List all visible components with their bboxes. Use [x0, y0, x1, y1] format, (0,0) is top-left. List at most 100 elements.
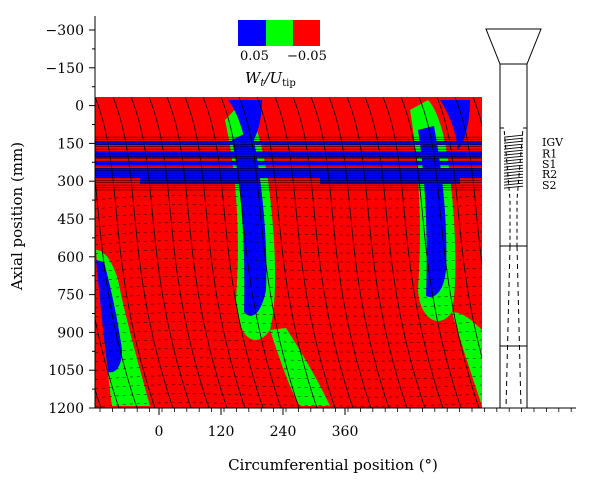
blade-hatch: [503, 161, 524, 165]
y-tick-label: 1200: [48, 401, 84, 417]
streamline: [95, 285, 482, 291]
divisor-subscript: tip: [282, 78, 296, 89]
streamline: [112, 97, 174, 408]
hub-outline-left: [500, 127, 511, 247]
streamline: [184, 97, 246, 408]
blade-hatch: [503, 164, 524, 168]
shaft-dash-left: [505, 245, 511, 409]
blade-hatch: [503, 185, 524, 189]
blade-hatch: [503, 155, 524, 159]
streamline: [95, 204, 482, 210]
y-tick-label: 1050: [48, 363, 84, 379]
streamline: [95, 384, 482, 390]
colorbar-band-red: [293, 20, 320, 46]
streamline: [95, 312, 482, 318]
streamline: [95, 402, 482, 408]
streamline: [95, 267, 482, 273]
blade-row-label: IGV: [542, 136, 564, 149]
streamline: [95, 294, 482, 300]
streamlines: [95, 97, 482, 408]
streamline: [95, 357, 482, 363]
streamline: [95, 316, 120, 408]
blade-row-lines: [95, 136, 482, 191]
y-tick-label: −300: [46, 23, 84, 39]
streamline: [95, 222, 482, 228]
streamline: [166, 97, 228, 408]
hub-outline-right: [516, 127, 527, 247]
streamline: [238, 97, 300, 408]
streamline: [95, 321, 482, 327]
streamline: [292, 97, 354, 408]
blade-band: [95, 141, 482, 145]
y-axis: −300 −150 0 150 300 450 600 750 900 1050 1200: [46, 23, 95, 417]
streamline: [328, 97, 390, 408]
streamline: [256, 97, 318, 408]
streamline: [95, 366, 482, 372]
y-tick-label: 750: [57, 288, 84, 304]
colorbar-band-blue: [238, 20, 266, 46]
shaft-dash-right: [516, 245, 522, 409]
colorbar-legend: 0.05 −0.05 Wt/Utip: [238, 20, 327, 89]
blade-row-label: R1: [542, 147, 557, 160]
blue-wake-region-top: [228, 100, 262, 150]
blade-hatch: [503, 179, 524, 183]
blade-hatch: [503, 173, 524, 177]
streamline: [95, 330, 482, 336]
streamline: [220, 97, 282, 408]
blade-band: [320, 178, 460, 184]
streamline: [95, 375, 482, 381]
blade-hatch: [503, 176, 524, 180]
streamline: [95, 339, 482, 345]
streamline: [400, 97, 462, 408]
blade-hatch: [503, 182, 524, 186]
streamline: [95, 231, 482, 237]
blade-row-label: S2: [542, 179, 557, 192]
blade-hatch: [503, 167, 524, 171]
y-axis-label: Axial position (mm): [8, 142, 26, 291]
streamline: [130, 97, 192, 408]
blade-row-label: R2: [542, 168, 557, 181]
x-axis-label: Circumferential position (°): [228, 456, 438, 474]
colorbar-quantity-label: Wt/Utip: [245, 69, 296, 89]
blue-lower-left: [96, 260, 122, 373]
blade-band: [95, 152, 482, 158]
compressor-schematic: [485, 28, 542, 409]
blade-hatch: [503, 134, 524, 138]
streamline: [95, 97, 156, 408]
y-tick-label: 900: [57, 325, 84, 341]
y-tick-label: 600: [57, 250, 84, 266]
blade-hatch: [503, 158, 524, 162]
blade-hatch: [503, 140, 524, 144]
colorbar-tick-high: 0.05: [240, 49, 269, 64]
y-tick-label: 150: [57, 136, 84, 152]
streamline: [95, 195, 482, 201]
blade-band: [95, 161, 482, 165]
streamline: [95, 303, 482, 309]
blade-band: [140, 178, 250, 184]
inlet-bellmouth: [485, 28, 542, 65]
streamline: [95, 240, 482, 246]
y-tick-label: −150: [46, 61, 84, 77]
green-lower-mid: [270, 328, 330, 406]
streamline: [418, 97, 480, 408]
streamline: [95, 393, 482, 399]
y-tick-label: 450: [57, 212, 84, 228]
blade-row-label: S1: [542, 158, 557, 171]
streamline: [95, 213, 482, 219]
x-tick-label: 0: [155, 424, 164, 440]
streamline: [382, 97, 444, 408]
quantity-symbol: W: [245, 69, 262, 87]
streamline: [436, 97, 482, 360]
streamline: [310, 97, 372, 408]
blade-hatch: [503, 146, 524, 150]
colorbar-band-green: [266, 20, 293, 46]
blade-hatch: [503, 152, 524, 156]
blade-hatch: [503, 170, 524, 174]
quantity-subscript: t: [260, 78, 265, 89]
streamline: [454, 97, 482, 268]
x-axis: 0 120 240 360: [99, 408, 572, 440]
quantity-divisor: /U: [262, 69, 283, 87]
